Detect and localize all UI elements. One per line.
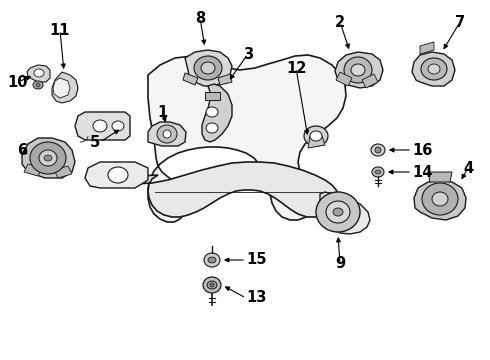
- Text: 15: 15: [246, 252, 267, 267]
- Text: 11: 11: [50, 23, 70, 37]
- Ellipse shape: [207, 281, 217, 289]
- Polygon shape: [52, 72, 78, 103]
- Polygon shape: [335, 52, 383, 88]
- Ellipse shape: [351, 64, 365, 76]
- Text: 8: 8: [195, 10, 205, 26]
- Ellipse shape: [33, 81, 43, 89]
- Ellipse shape: [34, 69, 44, 77]
- Polygon shape: [308, 136, 325, 148]
- Polygon shape: [148, 122, 186, 146]
- Polygon shape: [414, 180, 466, 220]
- Ellipse shape: [432, 192, 448, 206]
- Polygon shape: [362, 74, 378, 88]
- Ellipse shape: [333, 208, 343, 216]
- Polygon shape: [75, 112, 130, 140]
- Polygon shape: [85, 162, 148, 188]
- Ellipse shape: [204, 253, 220, 267]
- Polygon shape: [412, 52, 455, 86]
- Polygon shape: [24, 164, 42, 176]
- Polygon shape: [205, 92, 220, 100]
- Text: 2: 2: [335, 14, 345, 30]
- Ellipse shape: [208, 257, 216, 263]
- Ellipse shape: [344, 57, 372, 83]
- Ellipse shape: [163, 130, 171, 138]
- Ellipse shape: [304, 126, 328, 146]
- Ellipse shape: [30, 142, 66, 174]
- Text: 5: 5: [90, 135, 100, 149]
- Text: 9: 9: [335, 256, 345, 271]
- Text: 3: 3: [243, 46, 253, 62]
- Ellipse shape: [203, 277, 221, 293]
- Polygon shape: [428, 172, 452, 182]
- Ellipse shape: [375, 170, 381, 174]
- Text: 1: 1: [157, 104, 167, 120]
- Polygon shape: [105, 162, 338, 217]
- Text: 7: 7: [455, 14, 465, 30]
- Ellipse shape: [422, 183, 458, 215]
- Ellipse shape: [36, 83, 40, 87]
- Text: 12: 12: [286, 60, 306, 76]
- Ellipse shape: [326, 201, 350, 223]
- Ellipse shape: [194, 56, 222, 80]
- Text: 4: 4: [463, 161, 473, 176]
- Polygon shape: [27, 65, 50, 82]
- Ellipse shape: [206, 123, 218, 133]
- Ellipse shape: [210, 283, 214, 287]
- Ellipse shape: [157, 125, 177, 143]
- Polygon shape: [148, 55, 346, 222]
- Polygon shape: [202, 84, 232, 142]
- Ellipse shape: [310, 131, 322, 141]
- Ellipse shape: [371, 144, 385, 156]
- Text: 6: 6: [17, 143, 27, 158]
- Ellipse shape: [112, 121, 124, 131]
- Ellipse shape: [108, 167, 128, 183]
- Ellipse shape: [421, 58, 447, 80]
- Ellipse shape: [39, 150, 57, 166]
- Ellipse shape: [93, 120, 107, 132]
- Ellipse shape: [372, 167, 384, 177]
- Ellipse shape: [206, 107, 218, 117]
- Polygon shape: [53, 78, 70, 98]
- Ellipse shape: [201, 62, 215, 74]
- Polygon shape: [183, 73, 198, 85]
- Text: 10: 10: [8, 75, 28, 90]
- Polygon shape: [218, 74, 232, 85]
- Ellipse shape: [375, 147, 381, 153]
- Text: 16: 16: [412, 143, 432, 158]
- Polygon shape: [185, 50, 232, 86]
- Ellipse shape: [316, 192, 360, 232]
- Polygon shape: [336, 72, 352, 86]
- Polygon shape: [54, 166, 72, 178]
- Polygon shape: [320, 192, 370, 234]
- Polygon shape: [420, 42, 434, 54]
- Text: 13: 13: [246, 291, 267, 306]
- Ellipse shape: [428, 64, 440, 74]
- Ellipse shape: [44, 155, 52, 161]
- Polygon shape: [22, 138, 75, 178]
- Text: 14: 14: [412, 165, 432, 180]
